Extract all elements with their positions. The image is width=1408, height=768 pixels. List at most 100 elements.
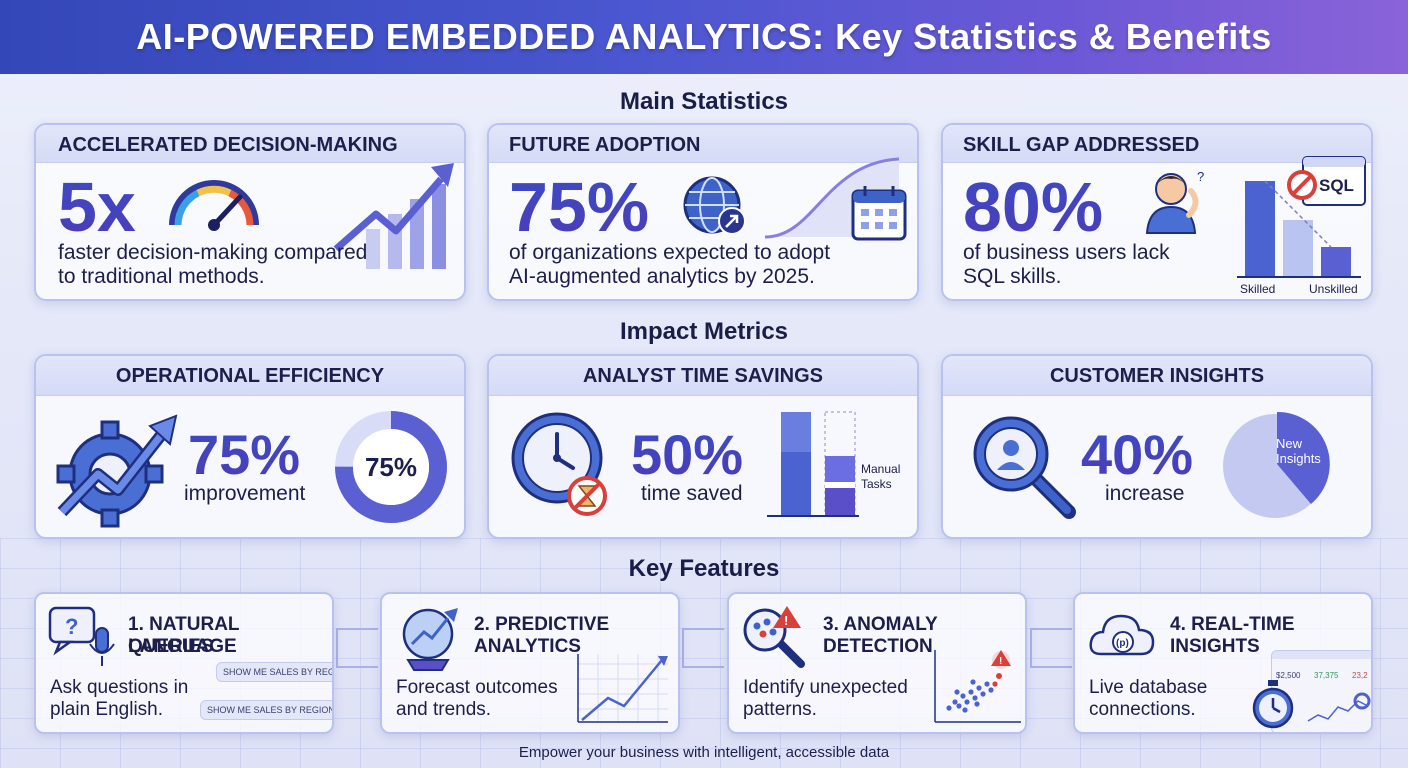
- globe-icon: [683, 176, 746, 235]
- feature-connector: [336, 628, 378, 668]
- svg-text:?: ?: [65, 614, 78, 639]
- growth-arrow-chart-icon: [333, 163, 454, 269]
- svg-text:!: !: [999, 656, 1002, 667]
- feature-natural-language-queries: ? 1. NATURAL LANGUAGE QUERIES SHOW ME SA…: [34, 592, 334, 734]
- card-accelerated-decision: ACCELERATED DECISION-MAKING 5x faster de…: [34, 123, 466, 301]
- bar-after: [825, 488, 855, 516]
- calendar-icon: [851, 186, 907, 241]
- prohibited-icon: [1287, 170, 1317, 200]
- bar-label-skilled: Skilled: [1240, 282, 1276, 296]
- card-heading: FUTURE ADOPTION: [509, 134, 701, 156]
- bar-label-tasks: Tasks: [861, 477, 892, 491]
- bar-label-unskilled: Unskilled: [1309, 282, 1358, 296]
- ring-label: 75%: [364, 452, 418, 482]
- page-title: AI-POWERED EMBEDDED ANALYTICS: Key Stati…: [136, 16, 1272, 57]
- card-heading: OPERATIONAL EFFICIENCY: [115, 365, 385, 387]
- feature-connector: [682, 628, 724, 668]
- stat-desc-line1: of business users lack: [963, 241, 1170, 264]
- card-heading: ANALYST TIME SAVINGS: [582, 365, 824, 387]
- confused-person-icon: ?: [1145, 169, 1204, 234]
- feature-desc-line2: patterns.: [743, 699, 817, 720]
- card-header: FUTURE ADOPTION: [489, 125, 917, 163]
- header-banner: AI-POWERED EMBEDDED ANALYTICS: Key Stati…: [0, 0, 1408, 74]
- pie-label-new: New: [1276, 436, 1303, 451]
- feature-title-line2: DETECTION: [823, 636, 933, 657]
- svg-text:?: ?: [1197, 169, 1204, 184]
- dash-value: $2,500: [1276, 671, 1301, 680]
- dash-line-chart: [1307, 700, 1367, 722]
- stat-value: 5x: [58, 168, 136, 246]
- card-skill-gap: SKILL GAP ADDRESSED 80% ? SQL Skilled Un…: [941, 123, 1373, 301]
- stat-desc-line1: faster decision-making compared: [58, 241, 368, 264]
- footer-tagline: Empower your business with intelligent, …: [518, 744, 890, 761]
- pie-slice-new-insights: [1277, 411, 1330, 504]
- card-operational-efficiency: OPERATIONAL EFFICIENCY 75% improvement 7…: [34, 354, 466, 539]
- gear-growth-icon: [56, 414, 178, 528]
- feature-title-line2: QUERIES: [128, 636, 214, 657]
- anomaly-magnifier-icon: !: [743, 606, 805, 668]
- feature-desc-line2: plain English.: [50, 699, 164, 720]
- feature-desc-line2: connections.: [1089, 699, 1196, 720]
- feature-anomaly-detection: ! 3. ANOMALY DETECTION ! Identify unexpe…: [727, 592, 1027, 734]
- query-chip: SHOW ME SALES BY REGION: [216, 662, 332, 682]
- stat-desc-line2: AI-augmented analytics by 2025.: [509, 265, 815, 288]
- feature-title-line2: INSIGHTS: [1170, 636, 1260, 657]
- card-analyst-time-savings: ANALYST TIME SAVINGS 50% time saved Manu…: [487, 354, 919, 539]
- section-title-main: Main Statistics: [619, 88, 789, 115]
- card-heading: ACCELERATED DECISION-MAKING: [58, 134, 398, 156]
- efficiency-ring-chart: [335, 411, 447, 523]
- stat-desc-line2: SQL skills.: [963, 265, 1062, 288]
- anomaly-scatter-chart: !: [934, 650, 1021, 723]
- feature-desc-line1: Ask questions in: [50, 677, 189, 698]
- card-header: SKILL GAP ADDRESSED: [943, 125, 1371, 163]
- feature-desc-line1: Forecast outcomes: [396, 677, 558, 698]
- clock-icon: [511, 412, 607, 516]
- card-header: CUSTOMER INSIGHTS: [943, 356, 1371, 396]
- stopwatch-icon: [1252, 680, 1294, 729]
- bar-after-manual: [825, 456, 855, 482]
- metric-desc: increase: [1105, 482, 1185, 505]
- metric-desc: time saved: [641, 482, 743, 505]
- time-savings-bar-chart: [767, 411, 859, 517]
- svg-text:(p): (p): [1116, 638, 1129, 649]
- feature-title-line2: ANALYTICS: [474, 636, 581, 657]
- cloud-database-icon: (p): [1089, 614, 1155, 656]
- pie-label-insights: Insights: [1276, 451, 1321, 466]
- stat-value: 75%: [509, 168, 650, 246]
- insights-pie-chart: [1223, 411, 1330, 518]
- metric-value: 50%: [631, 423, 744, 486]
- card-header: ANALYST TIME SAVINGS: [489, 356, 917, 396]
- feature-desc-line1: Live database: [1089, 677, 1208, 698]
- bar-unskilled: [1321, 247, 1351, 277]
- section-title-impact: Impact Metrics: [619, 318, 789, 345]
- feature-title-line1: 2. PREDICTIVE: [474, 614, 610, 635]
- stat-value: 80%: [963, 168, 1104, 246]
- skill-bar-chart: [1237, 180, 1361, 278]
- no-sql-icon: [1302, 156, 1366, 206]
- card-header: ACCELERATED DECISION-MAKING: [36, 125, 464, 163]
- feature-title-line1: 4. REAL-TIME: [1170, 614, 1295, 635]
- ring-progress-arc: [335, 411, 447, 523]
- card-customer-insights: CUSTOMER INSIGHTS 40% increase New Insig…: [941, 354, 1373, 539]
- bar-skilled: [1245, 181, 1275, 277]
- bar-label-manual: Manual: [861, 462, 901, 476]
- dash-donut: [1353, 692, 1371, 710]
- bar-middle: [1283, 220, 1313, 277]
- feature-title-line1: 3. ANOMALY: [823, 614, 938, 635]
- forecast-line-chart: [577, 654, 668, 723]
- feature-desc-line2: and trends.: [396, 699, 492, 720]
- feature-title-line1: 1. NATURAL LANGUAGE: [128, 614, 240, 657]
- metric-value: 40%: [1081, 423, 1194, 486]
- card-header: OPERATIONAL EFFICIENCY: [36, 356, 464, 396]
- metric-value: 75%: [188, 423, 301, 486]
- speech-mic-icon: ?: [48, 606, 115, 666]
- feature-predictive-analytics: 2. PREDICTIVE ANALYTICS Forecast outcome…: [380, 592, 680, 734]
- magnifier-person-icon: [973, 416, 1076, 519]
- feature-desc-line1: Identify unexpected: [743, 677, 908, 698]
- feature-real-time-insights: (p) 4. REAL-TIME INSIGHTS $2,500 37,375 …: [1073, 592, 1373, 734]
- sql-label: SQL: [1319, 176, 1354, 195]
- stat-desc-line2: to traditional methods.: [58, 265, 265, 288]
- metric-desc: improvement: [184, 482, 306, 505]
- card-future-adoption: FUTURE ADOPTION 75% of organizations exp…: [487, 123, 919, 301]
- feature-connector: [1030, 628, 1072, 668]
